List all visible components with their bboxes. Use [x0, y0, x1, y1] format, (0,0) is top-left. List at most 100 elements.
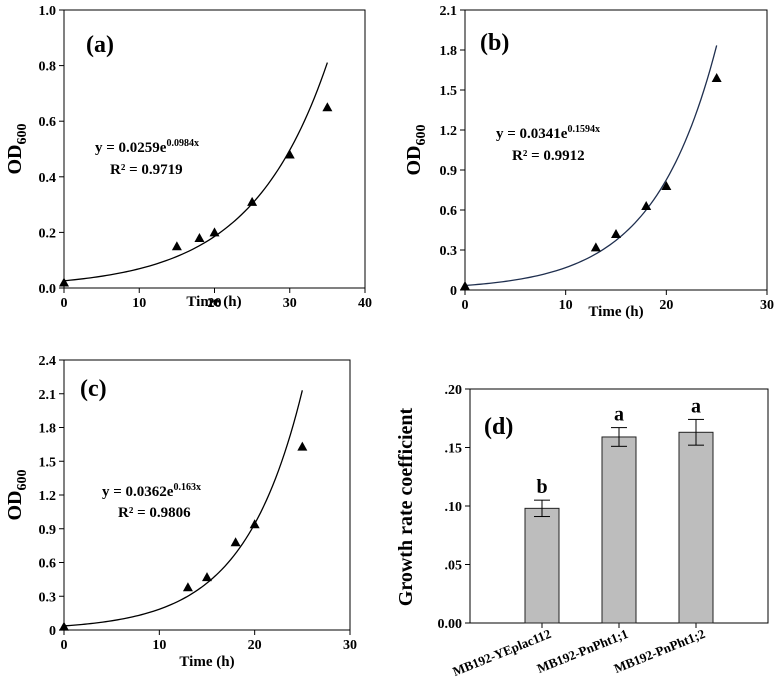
significance-letter: a	[614, 404, 624, 426]
axis-ticks: 0 10 20 30 0 0.3 0.6 0.9 1.2 1.5 1.8 2.1	[440, 4, 775, 313]
bar	[601, 436, 637, 624]
y-tick-label: .05	[445, 559, 463, 574]
data-point	[202, 572, 212, 582]
x-tick-label: 10	[152, 638, 166, 653]
r-squared: R² = 0.9912	[512, 148, 585, 164]
data-point	[59, 621, 69, 631]
x-axis-label: Time (h)	[179, 654, 234, 670]
bar	[524, 507, 560, 624]
axis-ticks: 0 10 20 30 0 0.3 0.6 0.9 1.2 1.5 1.8 2.1 2.4	[39, 354, 358, 653]
fit-curve-line	[63, 390, 303, 627]
axis-ticks: 0 10 20 30 40 0.0 0.2 0.4 0.6 0.8 1.0	[39, 4, 373, 311]
data-point	[171, 241, 182, 251]
x-tick-label: 30	[343, 638, 357, 653]
fit-equation: y = 0.0341e0.1594x	[496, 124, 600, 142]
bars: b a a	[524, 395, 714, 624]
y-tick-label: 1.5	[39, 455, 57, 470]
fit-curve	[464, 45, 718, 287]
data-point	[182, 582, 193, 592]
bar	[678, 431, 714, 624]
plot-frame	[464, 9, 768, 291]
chart-panel-a: 0 10 20 30 40 0.0 0.2 0.4 0.6 0.8 1.0 (a) y = 0.02…	[4, 4, 372, 311]
data-point	[209, 227, 220, 237]
data-point	[590, 242, 601, 252]
data-point	[460, 281, 470, 290]
data-point	[59, 277, 69, 287]
fit-curve	[63, 62, 328, 282]
fit-curve	[63, 390, 303, 627]
panel-label: (d)	[484, 414, 513, 440]
x-tick-label: 0	[61, 296, 68, 311]
y-tick-label: 1.2	[39, 489, 57, 504]
data-points	[59, 441, 308, 631]
data-point	[711, 73, 722, 82]
x-tick-label: 0	[61, 638, 68, 653]
data-point	[194, 232, 205, 242]
chart-panel-b: 0 10 20 30 0 0.3 0.6 0.9 1.2 1.5 1.8 2.1 (b) y = 0.…	[403, 4, 774, 320]
fit-equation: y = 0.0259e0.0984x	[95, 138, 199, 156]
x-axis-label: Time (h)	[186, 294, 241, 310]
fit-curve-line	[63, 62, 328, 282]
y-axis-label: OD600	[403, 125, 429, 176]
y-tick-label: 0	[49, 624, 56, 639]
panel-label: (a)	[86, 32, 114, 58]
y-tick-label: .15	[445, 442, 463, 457]
y-tick-label: 1.5	[440, 84, 458, 99]
y-tick-label: 0.3	[39, 590, 57, 605]
data-points	[59, 102, 333, 287]
x-tick-label: 20	[248, 638, 262, 653]
y-tick-label: 0	[450, 284, 457, 299]
data-points	[460, 73, 722, 290]
x-tick-label: 10	[559, 298, 573, 313]
y-axis-label: OD600	[4, 470, 30, 521]
panel-label: (b)	[480, 30, 509, 56]
significance-letter: b	[536, 476, 547, 498]
x-tick-label: 30	[283, 296, 297, 311]
y-tick-label: 1.8	[39, 422, 57, 437]
y-tick-label: 1.2	[440, 124, 458, 139]
data-point	[284, 149, 295, 159]
y-tick-label: 0.6	[39, 557, 57, 572]
y-tick-label: 1.8	[440, 44, 458, 59]
data-point	[249, 519, 260, 529]
x-tick-label: 40	[358, 296, 372, 311]
y-tick-label: 0.6	[39, 115, 57, 130]
x-tick-label: 0	[462, 298, 469, 313]
y-tick-label: .10	[445, 500, 463, 515]
y-axis-label: Growth rate coefficient	[395, 407, 417, 606]
axis-ticks: 0.00.05.10.15.20MB192-YEplac112MB192-PnP…	[438, 383, 708, 679]
y-tick-label: 2.4	[39, 354, 57, 369]
x-tick-label: 30	[760, 298, 774, 313]
y-tick-label: 0.9	[39, 523, 57, 538]
x-tick-label: 20	[208, 296, 222, 311]
y-tick-label: 0.2	[39, 226, 57, 241]
data-point	[322, 102, 333, 112]
y-tick-label: 1.0	[39, 4, 57, 19]
y-tick-label: 0.8	[39, 60, 57, 75]
data-point	[297, 441, 308, 451]
y-tick-label: 0.0	[39, 282, 57, 297]
data-point	[611, 229, 621, 238]
fit-curve-line	[464, 45, 718, 287]
y-tick-label: .20	[445, 383, 463, 398]
y-tick-label: 0.9	[440, 164, 458, 179]
x-tick-label: 10	[132, 296, 146, 311]
y-tick-label: 0.00	[438, 617, 463, 632]
chart-panel-c: 0 10 20 30 0 0.3 0.6 0.9 1.2 1.5 1.8 2.1 2.4 (c) y =…	[4, 354, 357, 670]
r-squared: R² = 0.9719	[110, 162, 183, 178]
y-tick-label: 2.1	[39, 388, 57, 403]
data-point	[247, 196, 258, 206]
y-tick-label: 0.3	[440, 244, 458, 259]
significance-letter: a	[691, 395, 701, 417]
y-tick-label: 0.4	[39, 171, 57, 186]
data-point	[230, 537, 241, 547]
y-tick-label: 2.1	[440, 4, 458, 19]
x-axis-label: Time (h)	[588, 304, 643, 320]
r-squared: R² = 0.9806	[118, 505, 191, 521]
y-axis-label: OD600	[4, 124, 30, 175]
panel-label: (c)	[80, 376, 107, 402]
x-tick-label: 20	[659, 298, 673, 313]
data-point	[641, 201, 652, 210]
chart-panel-d: 0.00.05.10.15.20MB192-YEplac112MB192-PnP…	[395, 383, 769, 679]
